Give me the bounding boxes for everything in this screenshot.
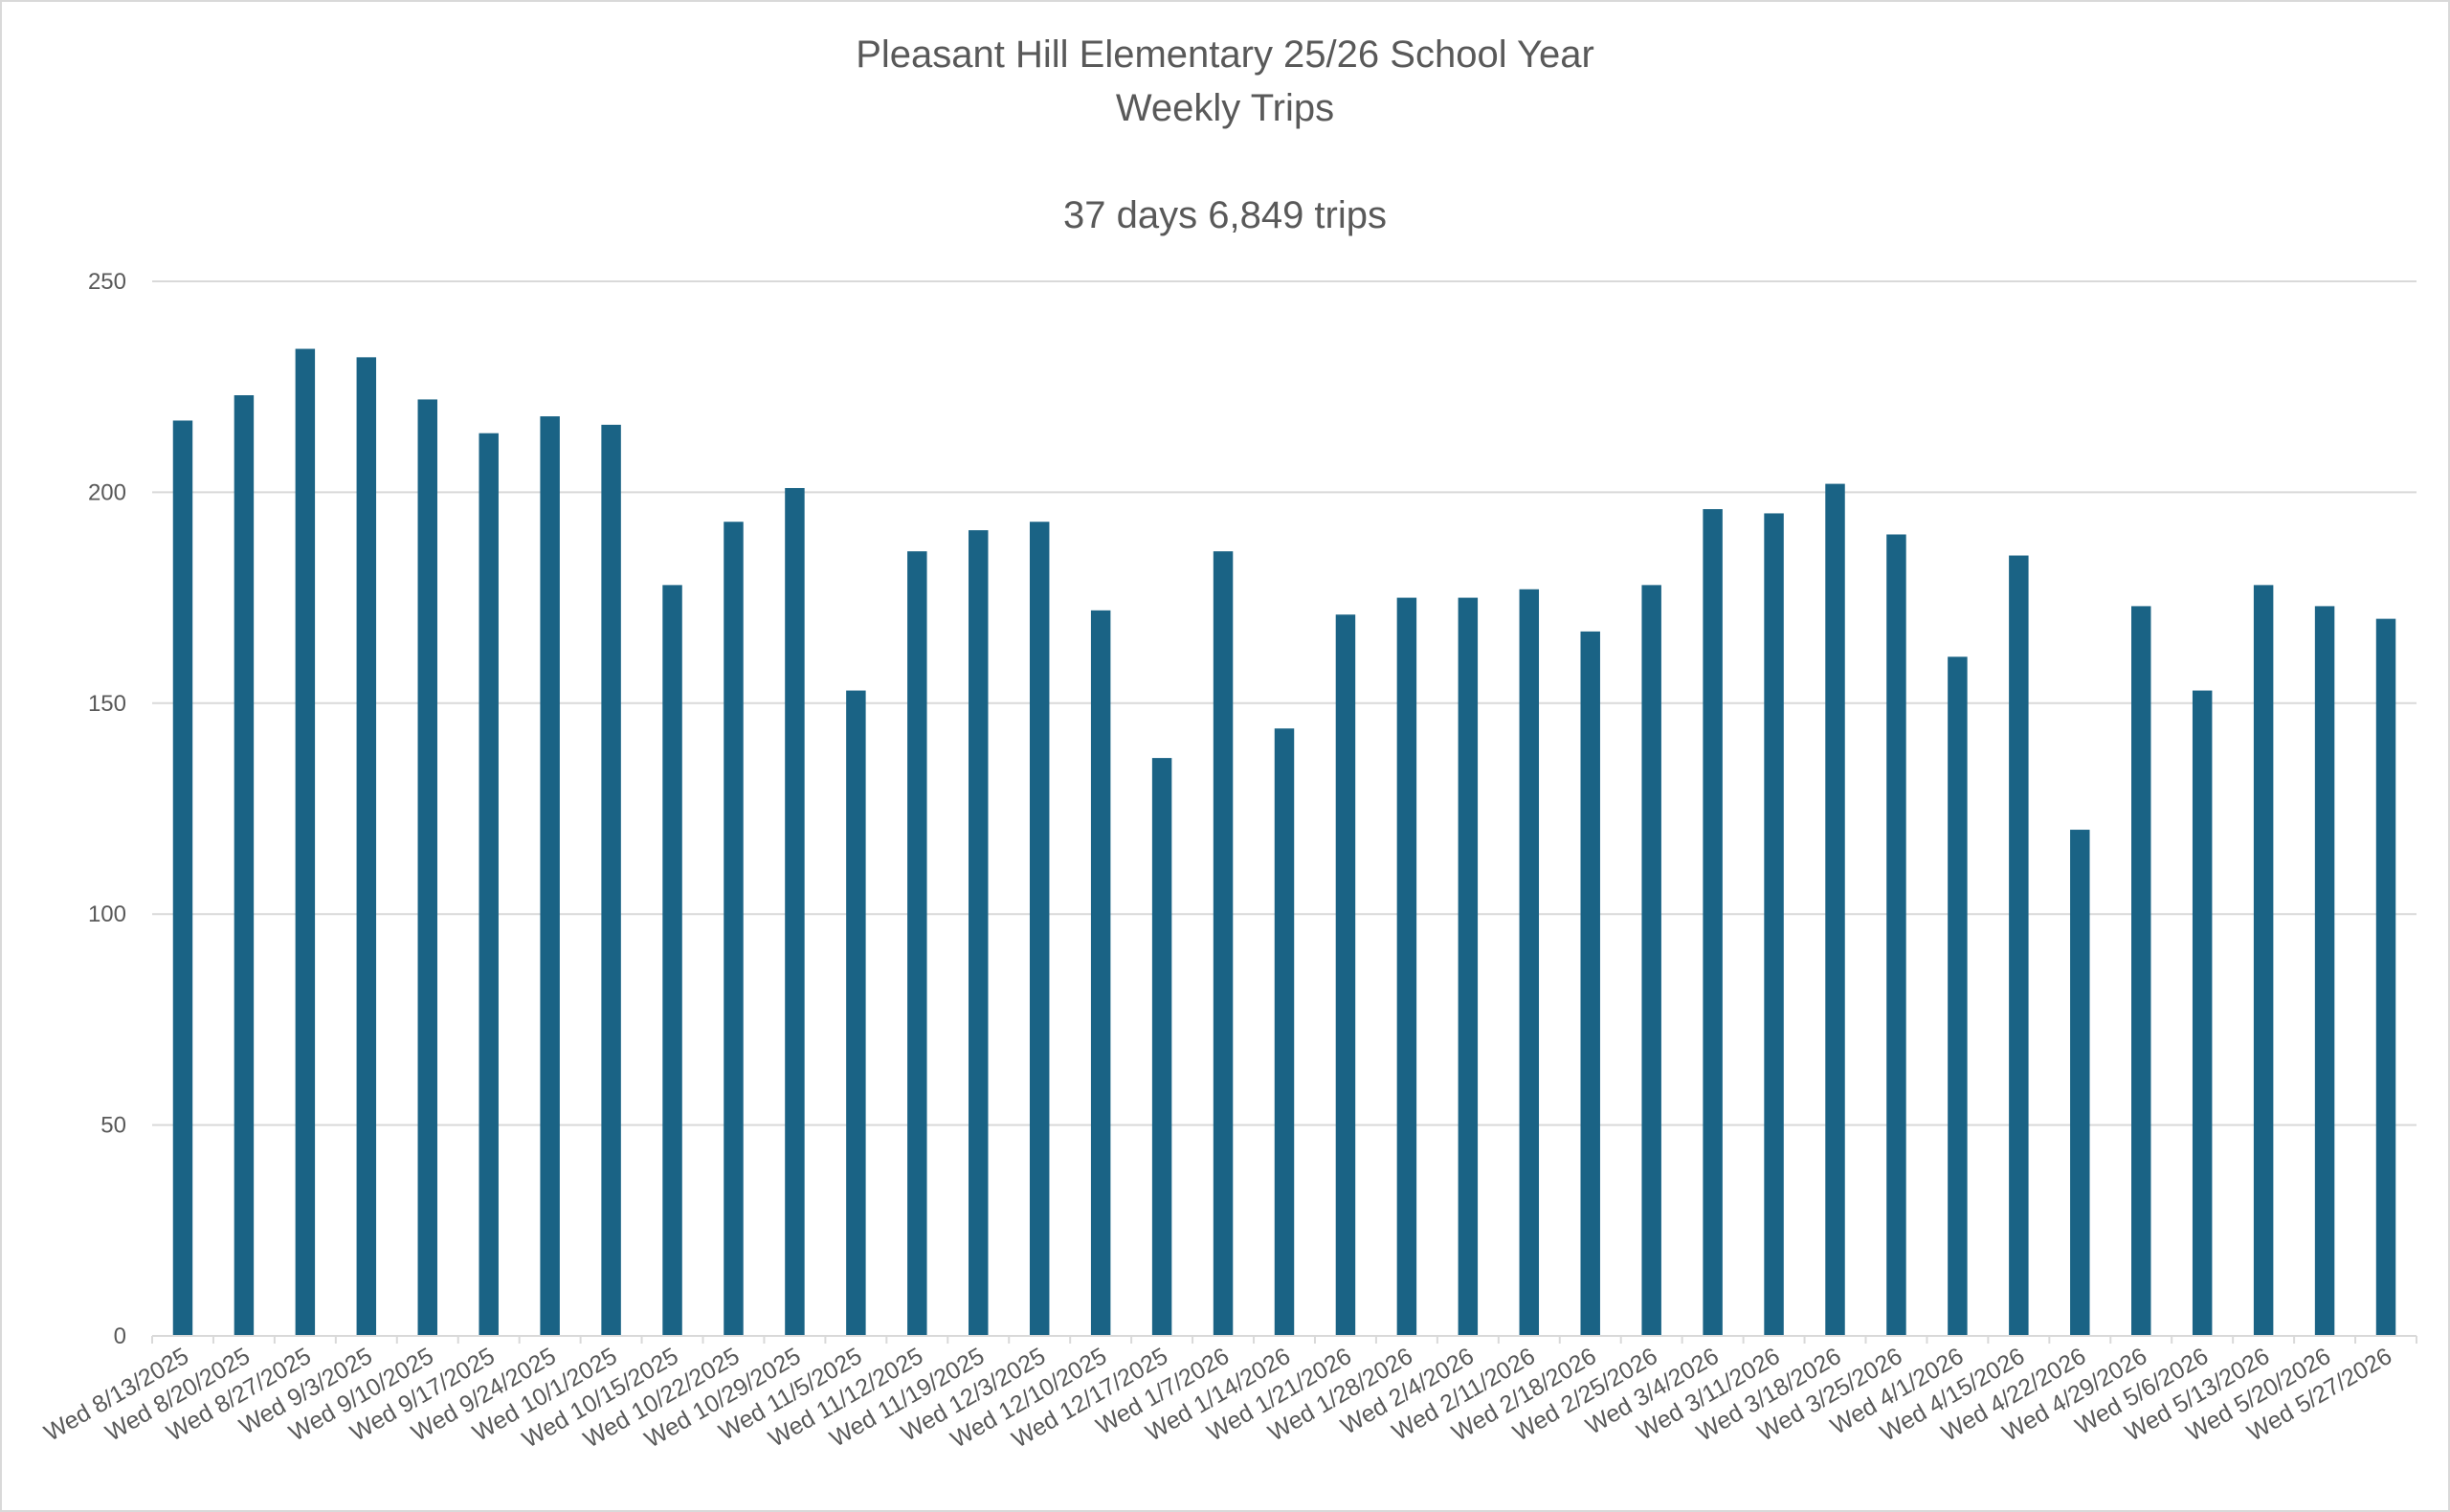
bar bbox=[172, 420, 193, 1336]
y-tick-label: 200 bbox=[88, 479, 126, 505]
bar bbox=[479, 433, 499, 1336]
title-line-4: 37 days 6,849 trips bbox=[1063, 194, 1387, 236]
bar bbox=[1764, 513, 1784, 1336]
bar bbox=[1396, 597, 1417, 1336]
bar bbox=[1151, 758, 1172, 1336]
y-tick-label: 100 bbox=[88, 901, 126, 927]
bars bbox=[172, 348, 2396, 1337]
chart-title: Pleasant Hill Elementary 25/26 School Ye… bbox=[856, 33, 1594, 236]
y-axis-tick-labels: 0 50 100 150 200 250 bbox=[88, 269, 126, 1349]
bar bbox=[1458, 597, 1479, 1336]
bar bbox=[295, 348, 316, 1336]
bar bbox=[846, 690, 866, 1336]
bar bbox=[540, 416, 560, 1336]
bar bbox=[662, 585, 682, 1336]
title-line-2: Weekly Trips bbox=[1116, 87, 1334, 129]
bar bbox=[1948, 656, 1968, 1336]
bar bbox=[417, 399, 437, 1336]
bar bbox=[2375, 618, 2396, 1336]
y-tick-label: 250 bbox=[88, 269, 126, 295]
bar bbox=[785, 487, 805, 1336]
bar bbox=[2070, 830, 2090, 1336]
bar bbox=[2314, 606, 2335, 1336]
bar bbox=[2253, 585, 2274, 1336]
bar bbox=[2192, 690, 2213, 1336]
bar bbox=[2009, 555, 2029, 1336]
bar bbox=[1519, 589, 1540, 1336]
bar bbox=[1886, 534, 1906, 1336]
bar bbox=[1274, 728, 1295, 1336]
y-tick-label: 150 bbox=[88, 691, 126, 717]
y-tick-label: 0 bbox=[114, 1323, 126, 1349]
bar bbox=[234, 395, 255, 1336]
bar bbox=[1580, 631, 1600, 1336]
bar bbox=[356, 357, 377, 1336]
bar bbox=[907, 551, 927, 1336]
bar bbox=[1703, 509, 1723, 1336]
x-axis bbox=[151, 1335, 2417, 1344]
bar bbox=[1029, 522, 1050, 1336]
bar bbox=[1213, 551, 1234, 1336]
bar bbox=[969, 530, 989, 1336]
bar bbox=[601, 424, 621, 1336]
bar bbox=[2131, 606, 2151, 1336]
bar bbox=[1335, 614, 1356, 1336]
title-line-1: Pleasant Hill Elementary 25/26 School Ye… bbox=[856, 33, 1594, 76]
y-tick-label: 50 bbox=[100, 1113, 126, 1139]
bar bbox=[724, 522, 744, 1336]
bar bbox=[1641, 585, 1661, 1336]
gridlines bbox=[152, 280, 2417, 1126]
bar bbox=[1090, 610, 1111, 1336]
bar bbox=[1825, 483, 1845, 1337]
